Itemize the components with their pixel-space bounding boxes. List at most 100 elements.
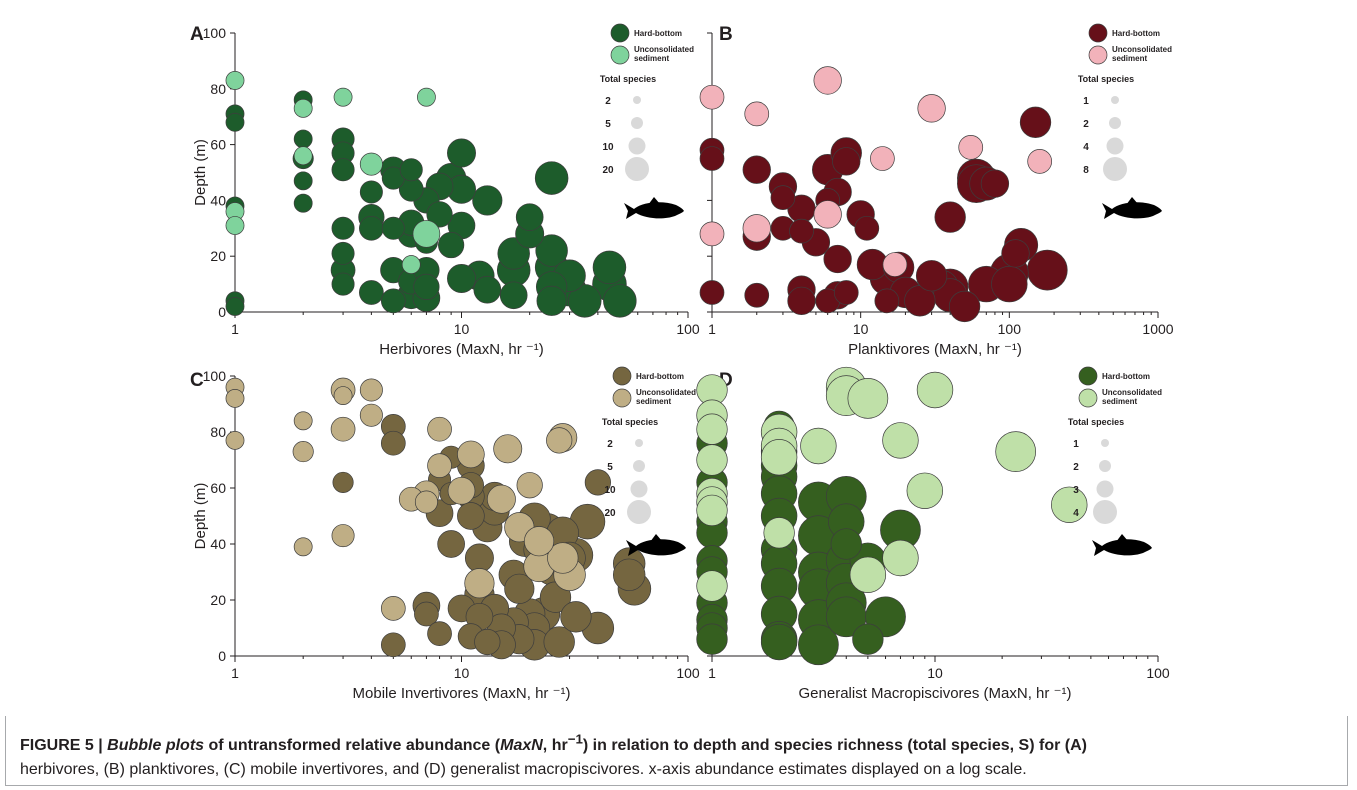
y-tick-label: 80 (210, 424, 226, 440)
data-point (427, 416, 452, 442)
legend-label-unconsolidated: Unconsolidated (1112, 45, 1172, 54)
data-point (696, 494, 728, 527)
data-point (934, 201, 966, 233)
data-point (980, 169, 1010, 198)
data-point (543, 626, 575, 658)
data-point (293, 146, 313, 166)
x-tick-label: 1 (708, 321, 716, 337)
panel-c: C 0 20 40 60 80 100 1 10 100 Mobile Invertivores (… (190, 366, 700, 702)
data-point (427, 453, 452, 478)
data-point (800, 427, 837, 465)
caption-unit-exp: −1 (567, 732, 583, 747)
fish-icon (624, 197, 684, 219)
legend-size-title: Total species (1068, 417, 1124, 427)
data-point (789, 218, 814, 244)
legend-swatch-hard-bottom (610, 23, 630, 43)
data-point (760, 438, 798, 476)
data-point (744, 101, 770, 127)
data-point (426, 201, 453, 228)
legend-label-hard-bottom: Hard-bottom (636, 372, 684, 381)
data-point (331, 524, 355, 548)
panel-a: A 0 20 40 60 80 100 1 10 100 Herbivores (MaxN, hr … (190, 23, 700, 358)
data-point (699, 84, 725, 110)
data-point (906, 472, 944, 510)
data-point (696, 623, 728, 655)
legend-swatch-hard-bottom (1088, 23, 1108, 43)
x-tick-label: 10 (454, 665, 470, 681)
data-point (830, 528, 862, 560)
data-point (995, 431, 1037, 472)
data-point (849, 556, 887, 594)
caption-figure-label: FIGURE 5 | (20, 737, 108, 755)
data-point (359, 215, 384, 241)
legend-label-unconsolidated-line2: sediment (636, 397, 671, 406)
legend-size-title: Total species (602, 417, 658, 427)
data-point (516, 472, 543, 499)
data-point (293, 98, 313, 118)
legend-size-label: 4 (1083, 142, 1089, 153)
data-point (437, 530, 465, 558)
legend-size-label: 2 (607, 439, 613, 450)
data-point (438, 231, 465, 259)
data-point (770, 185, 796, 210)
data-point (359, 403, 383, 427)
legend-size-label: 20 (604, 508, 616, 519)
data-point (225, 71, 245, 90)
data-point (744, 282, 770, 308)
caption-frame (5, 716, 1348, 786)
data-point (293, 411, 313, 431)
data-point (813, 66, 842, 95)
legend-size-label: 10 (602, 142, 614, 153)
fish-icon (626, 534, 686, 556)
legend-size-bubble (627, 500, 651, 524)
caption-body: herbivores, (B) planktivores, (C) mobile… (20, 761, 1027, 779)
y-tick-label: 40 (210, 536, 226, 552)
data-point (331, 241, 355, 265)
caption-title-italic: Bubble plots (107, 737, 205, 755)
x-tick-label: 1 (231, 321, 239, 337)
data-point (359, 180, 383, 204)
legend-size-label: 4 (1073, 508, 1079, 519)
fish-icon (1092, 534, 1152, 556)
data-point (832, 147, 861, 176)
data-point (504, 573, 535, 604)
data-point (457, 502, 485, 530)
legend-size-bubble (635, 439, 643, 447)
figure-caption: FIGURE 5 | Bubble plots of untransformed… (20, 728, 1340, 782)
data-point (603, 284, 637, 318)
data-point (823, 244, 852, 274)
legend-swatch-unconsolidated (612, 388, 632, 408)
data-point (787, 286, 816, 315)
data-point (474, 628, 501, 656)
legend-swatch-hard-bottom (612, 366, 632, 386)
data-point (414, 490, 438, 514)
panel-b: B 1 10 100 1000 Planktivores (MaxN, hr ⁻¹) Har… (699, 23, 1174, 358)
x-axis-label: Herbivores (MaxN, hr ⁻¹) (379, 341, 544, 358)
data-point (493, 434, 523, 464)
data-point (331, 272, 355, 296)
data-point (991, 265, 1028, 303)
data-point (847, 378, 889, 419)
data-point (1051, 486, 1088, 524)
data-point (742, 214, 771, 243)
legend-size-bubble (625, 157, 649, 181)
legend-size-label: 5 (605, 119, 611, 130)
data-point (359, 152, 383, 176)
y-tick-label: 80 (210, 81, 226, 97)
series-hard-bottom (225, 90, 637, 318)
legend-label-unconsolidated-line2: sediment (1112, 54, 1147, 63)
legend-size-bubble (1106, 137, 1124, 155)
data-point (546, 427, 573, 454)
series-unconsolidated (225, 71, 441, 274)
caption-maxn: MaxN (500, 737, 543, 755)
x-tick-label: 1000 (1142, 321, 1173, 337)
data-point (293, 193, 313, 213)
data-point (535, 234, 568, 267)
series-unconsolidated (696, 366, 1088, 602)
y-tick-label: 100 (203, 368, 227, 384)
y-tick-label: 40 (210, 192, 226, 208)
data-point (427, 621, 452, 646)
data-point (612, 558, 646, 592)
data-point (534, 161, 569, 195)
data-point (401, 255, 421, 274)
